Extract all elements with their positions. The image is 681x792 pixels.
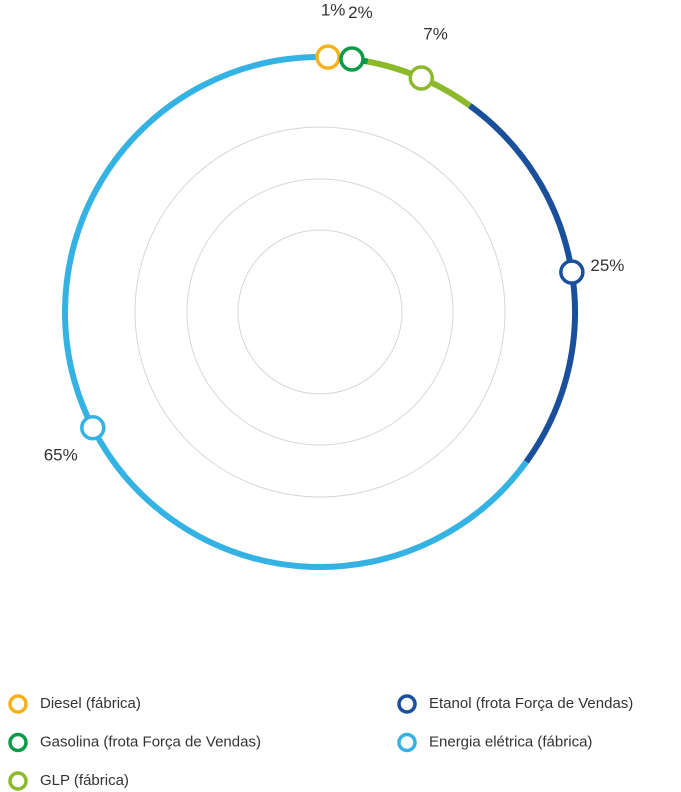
legend-label: Energia elétrica (fábrica) [429, 733, 592, 750]
decorative-rings [134, 126, 506, 498]
segment-marker [339, 46, 365, 72]
legend-label: GLP (fábrica) [40, 772, 129, 789]
segment-marker [315, 44, 341, 70]
ring [186, 178, 454, 446]
segment-marker [408, 65, 435, 91]
ring [134, 126, 506, 498]
value-label: 7% [423, 24, 448, 43]
legend-swatch [8, 694, 28, 714]
legend-swatch [397, 694, 417, 714]
segment-marker [80, 415, 106, 441]
segment-marker [559, 259, 585, 285]
legend-label: Etanol (frota Força de Vendas) [429, 695, 633, 712]
value-label: 1% [321, 1, 346, 20]
value-label: 2% [348, 3, 373, 22]
ring [237, 229, 403, 395]
legend-label: Diesel (fábrica) [40, 695, 141, 712]
value-label: 25% [590, 256, 624, 275]
ring-segment [62, 54, 529, 570]
legend-swatch [397, 732, 417, 753]
legend-swatch [8, 732, 28, 753]
value-label: 65% [44, 446, 78, 465]
ring-segment [468, 103, 578, 464]
legend-swatch [8, 771, 28, 791]
legend-label: Gasolina (frota Força de Vendas) [40, 733, 261, 750]
